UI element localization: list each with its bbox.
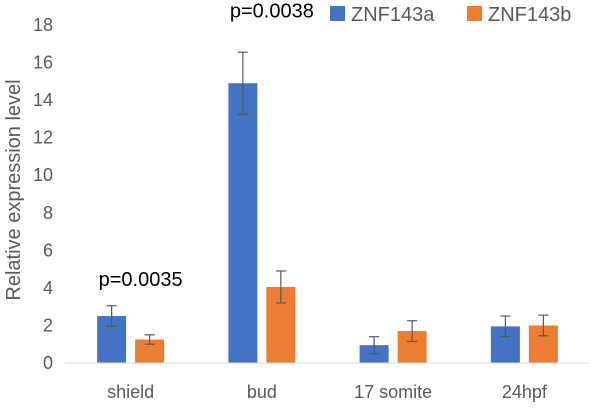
y-tick-label: 0	[43, 353, 53, 373]
legend-swatch	[467, 6, 482, 21]
p-value-annotation: p=0.0035	[99, 269, 183, 291]
error-bars-group	[106, 51, 549, 355]
bars-group	[97, 83, 558, 363]
x-category-label: shield	[107, 382, 154, 402]
x-category-label: 17 somite	[354, 382, 432, 402]
y-tick-label: 18	[33, 15, 53, 35]
y-tick-label: 14	[33, 90, 53, 110]
annotations-group: p=0.0035 p=0.0038	[99, 0, 314, 291]
legend-label: ZNF143b	[488, 4, 571, 26]
y-tick-label: 2	[43, 315, 53, 335]
y-tick-label: 12	[33, 128, 53, 148]
y-axis-label: Relative expression level	[3, 79, 25, 300]
y-axis-ticks: 0 2 4 6 8 10 12 14 16 18	[33, 15, 53, 373]
y-tick-label: 16	[33, 53, 53, 73]
p-value-annotation: p=0.0038	[230, 0, 314, 22]
legend-label: ZNF143a	[351, 4, 435, 26]
legend-swatch	[330, 6, 345, 21]
x-category-label: bud	[247, 382, 277, 402]
bar	[135, 339, 165, 363]
x-category-label: 24hpf	[502, 382, 548, 402]
y-tick-label: 4	[43, 278, 53, 298]
y-tick-label: 10	[33, 165, 53, 185]
y-tick-label: 6	[43, 240, 53, 260]
x-axis-categories: shield bud 17 somite 24hpf	[107, 382, 548, 402]
bar	[228, 83, 258, 363]
legend: ZNF143a ZNF143b	[330, 4, 571, 26]
y-tick-label: 8	[43, 203, 53, 223]
